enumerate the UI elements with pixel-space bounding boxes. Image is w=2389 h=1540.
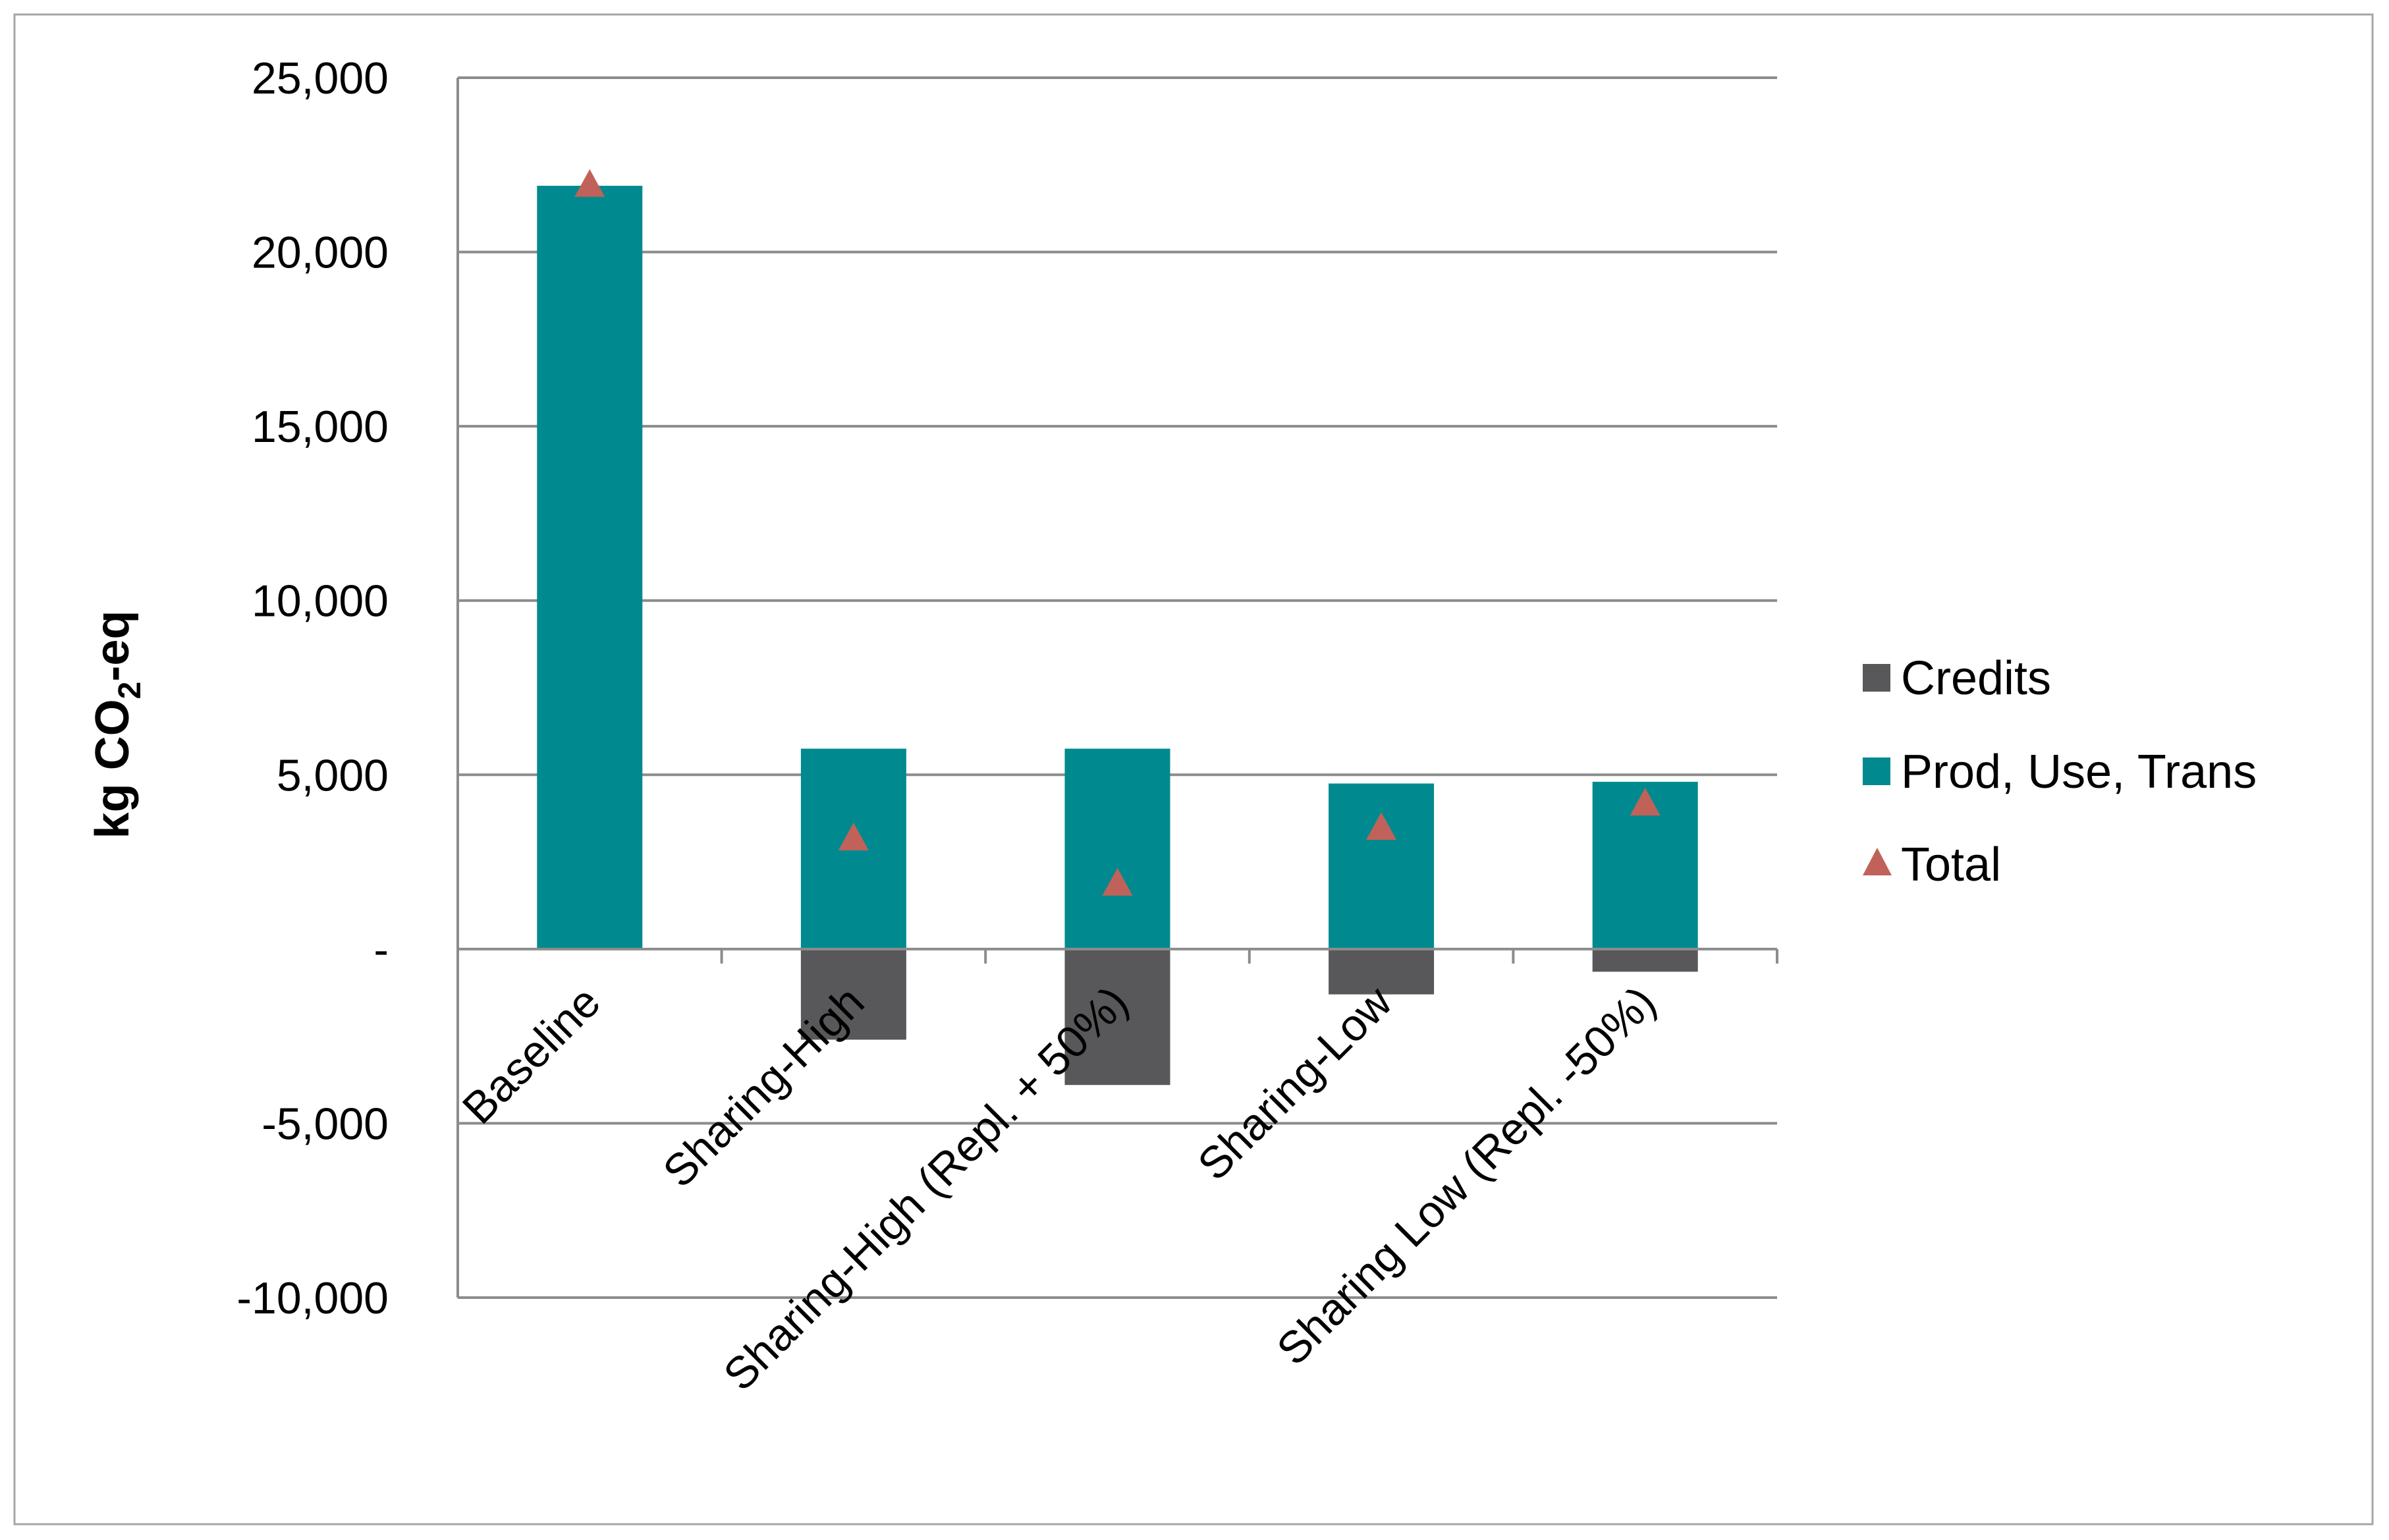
axes <box>456 78 1778 1298</box>
bar-prod-use-trans <box>1329 783 1435 949</box>
legend-swatch-prod-use-trans <box>1863 757 1890 785</box>
y-axis-title-main: kg CO <box>86 699 139 839</box>
bar-credits <box>1592 949 1698 972</box>
y-tick-label: - <box>373 925 389 975</box>
y-tick-label: 25,000 <box>252 53 389 103</box>
y-tick-label: 10,000 <box>252 576 389 626</box>
bar-prod-use-trans <box>1064 748 1170 949</box>
total-marker <box>1630 788 1661 816</box>
total-marker <box>1102 867 1133 896</box>
legend-swatch-total <box>1863 848 1892 875</box>
y-tick-label: -10,000 <box>236 1273 389 1323</box>
bars <box>537 186 1698 1086</box>
total-marker <box>574 169 605 197</box>
bar-credits <box>800 949 906 1040</box>
y-axis-title-tail: -eq <box>86 611 139 682</box>
legend-label-credits: Credits <box>1901 652 2051 705</box>
legend-swatch-credits <box>1863 664 1890 692</box>
chart-border <box>13 13 2374 1526</box>
legend: Credits Prod, Use, Trans Total <box>1863 652 2257 891</box>
y-tick-label: 15,000 <box>252 402 389 452</box>
total-marker <box>1366 812 1397 840</box>
y-tick-label: 5,000 <box>277 750 389 800</box>
y-tick-labels: 25,000 20,000 15,000 10,000 5,000 - -5,000 -10,… <box>236 53 389 1323</box>
y-axis-title-sub: 2 <box>113 682 148 700</box>
bar-credits <box>1329 949 1435 995</box>
y-tick-label: -5,000 <box>261 1099 389 1149</box>
y-axis-title: kg CO2-eq <box>86 611 148 839</box>
y-tick-label: 20,000 <box>252 228 389 278</box>
bar-prod-use-trans <box>537 186 643 949</box>
legend-label-total: Total <box>1901 839 2001 891</box>
legend-label-prod-use-trans: Prod, Use, Trans <box>1901 746 2257 798</box>
total-marker <box>838 822 869 850</box>
total-markers <box>574 169 1661 896</box>
bar-credits <box>1064 949 1170 1086</box>
